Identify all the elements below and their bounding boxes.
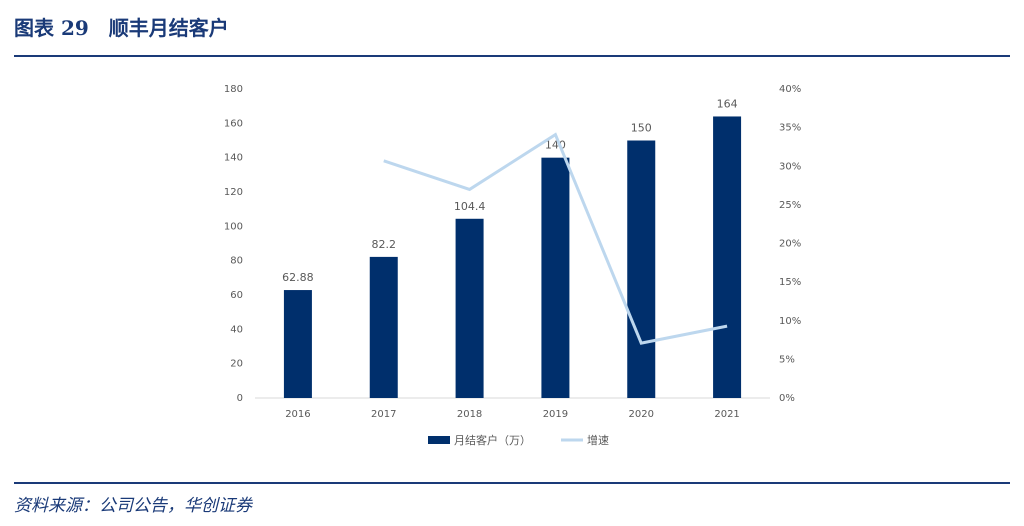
y-tick-label: 100 bbox=[224, 221, 243, 232]
y-tick-label: 80 bbox=[230, 256, 243, 267]
y-tick-label: 160 bbox=[224, 118, 243, 129]
y-tick-label: 120 bbox=[224, 187, 243, 198]
y2-tick-label: 20% bbox=[779, 239, 801, 250]
x-tick-label: 2018 bbox=[457, 409, 482, 420]
x-tick-label: 2019 bbox=[543, 409, 568, 420]
y-tick-label: 60 bbox=[230, 290, 243, 301]
x-tick-label: 2020 bbox=[629, 409, 654, 420]
x-tick-label: 2021 bbox=[714, 409, 739, 420]
bar bbox=[627, 140, 656, 398]
source: 资料来源：公司公告，华创证券 bbox=[14, 496, 252, 516]
x-tick-label: 2017 bbox=[371, 409, 396, 420]
y-tick-label: 180 bbox=[224, 84, 243, 95]
page-title: 图表 29 顺丰月结客户 bbox=[14, 16, 229, 40]
data-label: 104.4 bbox=[454, 200, 486, 213]
y-tick-label: 20 bbox=[230, 359, 243, 370]
legend-label: 月结客户（万） bbox=[454, 433, 531, 447]
legend-swatch bbox=[428, 436, 450, 444]
y-tick-label: 0 bbox=[237, 393, 243, 404]
bar bbox=[455, 218, 484, 398]
data-label: 82.2 bbox=[372, 238, 397, 251]
rule bbox=[14, 482, 1010, 484]
bar bbox=[369, 256, 398, 398]
line bbox=[383, 132, 728, 345]
y2-tick-label: 40% bbox=[779, 84, 801, 95]
y2-tick-label: 35% bbox=[779, 123, 801, 134]
data-label: 164 bbox=[717, 97, 738, 110]
legend-label: 增速 bbox=[587, 433, 609, 447]
data-label: 150 bbox=[631, 122, 652, 135]
y2-tick-label: 5% bbox=[779, 354, 795, 365]
y2-tick-label: 10% bbox=[779, 316, 801, 327]
y2-tick-label: 25% bbox=[779, 200, 801, 211]
data-label: 62.88 bbox=[282, 271, 314, 284]
y2-tick-label: 30% bbox=[779, 161, 801, 172]
x-tick-label: 2016 bbox=[285, 409, 310, 420]
bar bbox=[283, 290, 312, 398]
bar bbox=[541, 157, 570, 398]
y2-tick-label: 15% bbox=[779, 277, 801, 288]
y-tick-label: 140 bbox=[224, 153, 243, 164]
y-tick-label: 40 bbox=[230, 324, 243, 335]
rule bbox=[14, 55, 1010, 57]
y2-tick-label: 0% bbox=[779, 393, 795, 404]
bar bbox=[713, 116, 742, 398]
